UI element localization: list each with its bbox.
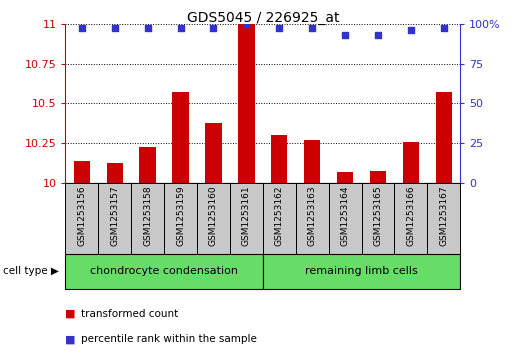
Bar (131, 183, 164, 254)
Point (341, 32, 349, 38)
Point (110, 25, 119, 31)
Bar (370, 171, 386, 183)
Bar (205, 123, 222, 183)
Bar (295, 183, 328, 254)
Bar (172, 92, 189, 183)
Point (77, 25, 86, 31)
Text: percentile rank within the sample: percentile rank within the sample (81, 334, 257, 344)
Text: transformed count: transformed count (81, 309, 178, 319)
Bar (403, 142, 419, 183)
Text: chondrocyte condensation: chondrocyte condensation (90, 266, 238, 276)
Point (275, 25, 283, 31)
Text: GSM1253166: GSM1253166 (406, 185, 415, 246)
Text: remaining limb cells: remaining limb cells (305, 266, 418, 276)
Text: GSM1253167: GSM1253167 (439, 185, 448, 246)
Bar (328, 183, 361, 254)
Bar (271, 135, 288, 183)
Bar (164, 183, 197, 254)
Bar (74, 161, 90, 183)
Bar (197, 183, 230, 254)
Text: GSM1253158: GSM1253158 (143, 185, 152, 246)
Text: GSM1253163: GSM1253163 (308, 185, 316, 246)
Text: GSM1253160: GSM1253160 (209, 185, 218, 246)
Bar (263, 183, 295, 254)
Bar (427, 183, 460, 254)
Text: GSM1253156: GSM1253156 (77, 185, 86, 246)
Bar (361, 183, 394, 254)
Point (209, 25, 218, 31)
Bar (238, 24, 255, 183)
Bar (98, 183, 131, 254)
Text: cell type ▶: cell type ▶ (3, 266, 59, 276)
Bar (65, 254, 263, 289)
Text: GSM1253165: GSM1253165 (373, 185, 382, 246)
Point (308, 25, 316, 31)
Point (143, 25, 152, 31)
Text: GSM1253157: GSM1253157 (110, 185, 119, 246)
Point (407, 27, 415, 33)
Text: ■: ■ (65, 334, 76, 344)
Point (374, 32, 382, 38)
Text: GSM1253162: GSM1253162 (275, 185, 284, 246)
Bar (230, 183, 263, 254)
Bar (263, 254, 460, 289)
Text: GDS5045 / 226925_at: GDS5045 / 226925_at (187, 11, 339, 25)
Bar (304, 140, 321, 183)
Bar (65, 183, 98, 254)
Bar (140, 147, 156, 183)
Bar (337, 172, 354, 183)
Text: GSM1253161: GSM1253161 (242, 185, 251, 246)
Bar (436, 92, 452, 183)
Bar (394, 183, 427, 254)
Point (440, 25, 448, 31)
Text: GSM1253159: GSM1253159 (176, 185, 185, 246)
Point (176, 25, 185, 31)
Point (242, 21, 251, 26)
Text: GSM1253164: GSM1253164 (340, 185, 349, 246)
Text: ■: ■ (65, 309, 76, 319)
Bar (107, 163, 123, 183)
